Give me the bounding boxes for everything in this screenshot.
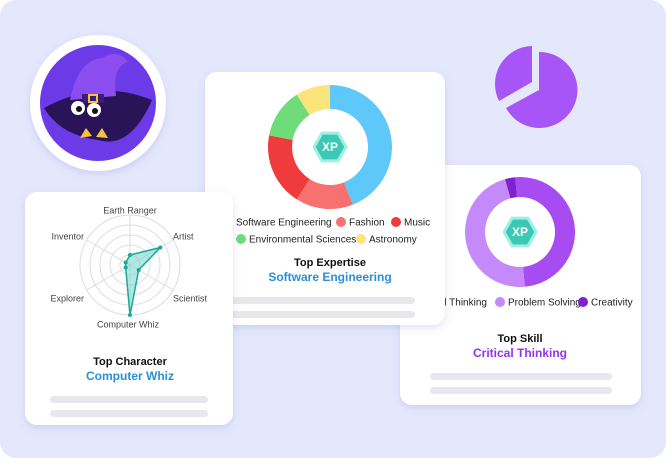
legend-dot [391,217,401,227]
placeholder-bar [430,373,612,380]
legend-dot [356,234,366,244]
legend-dot [495,297,505,307]
xp-text: XP [512,225,528,239]
radar-label: Computer Whiz [97,319,160,329]
radar-label: Artist [173,231,194,241]
radar-label: Scientist [173,293,208,303]
placeholder-bar [430,387,612,394]
legend-dot [236,234,246,244]
result: Software Engineering [268,270,391,284]
legend-label: Problem Solving [508,298,581,309]
radar-point [123,260,128,265]
result: Computer Whiz [86,369,174,383]
result: Critical Thinking [473,346,567,360]
wizard-avatar [30,35,166,171]
donut-segment [296,85,330,115]
xp-badge [312,131,348,163]
placeholder-bar [50,396,208,403]
legend-label: Critical Thinking [416,298,487,309]
placeholder-bar [230,311,415,318]
radar-axis [86,239,131,266]
legend-label: Fashion [349,218,385,229]
radar-label: Explorer [50,293,84,303]
donut-segment [269,94,310,140]
heading: Top Expertise [294,257,366,269]
radar-axis [86,264,131,291]
pie-icon [494,46,578,128]
placeholder-bar [50,410,208,417]
radar-point [136,268,141,272]
xp-badge [502,216,538,248]
donut-segment [515,177,575,287]
legend-label: Software Engineering [236,218,332,229]
radar-label: Earth Ranger [103,205,157,215]
legend-dot [336,217,346,227]
radar-point [128,313,132,317]
legend-label: Environmental Sciences [249,235,356,246]
legend-label: Astronomy [369,235,417,246]
radar-label: Inventor [51,231,84,241]
legend-label: Creativity [591,298,633,309]
radar-point [123,265,128,270]
donut-segment [296,179,353,210]
heading: Top Skill [497,333,542,345]
donut-segment [465,179,525,287]
radar-point [128,253,132,257]
legend-dot [578,297,588,307]
heading: Top Character [93,356,167,368]
donut-segment [505,177,517,199]
radar-point [158,245,163,250]
legend-label: Music [404,218,430,229]
placeholder-bar [230,297,415,304]
donut-segment [330,85,392,205]
donut-segment [268,135,310,200]
xp-text: XP [322,140,338,154]
